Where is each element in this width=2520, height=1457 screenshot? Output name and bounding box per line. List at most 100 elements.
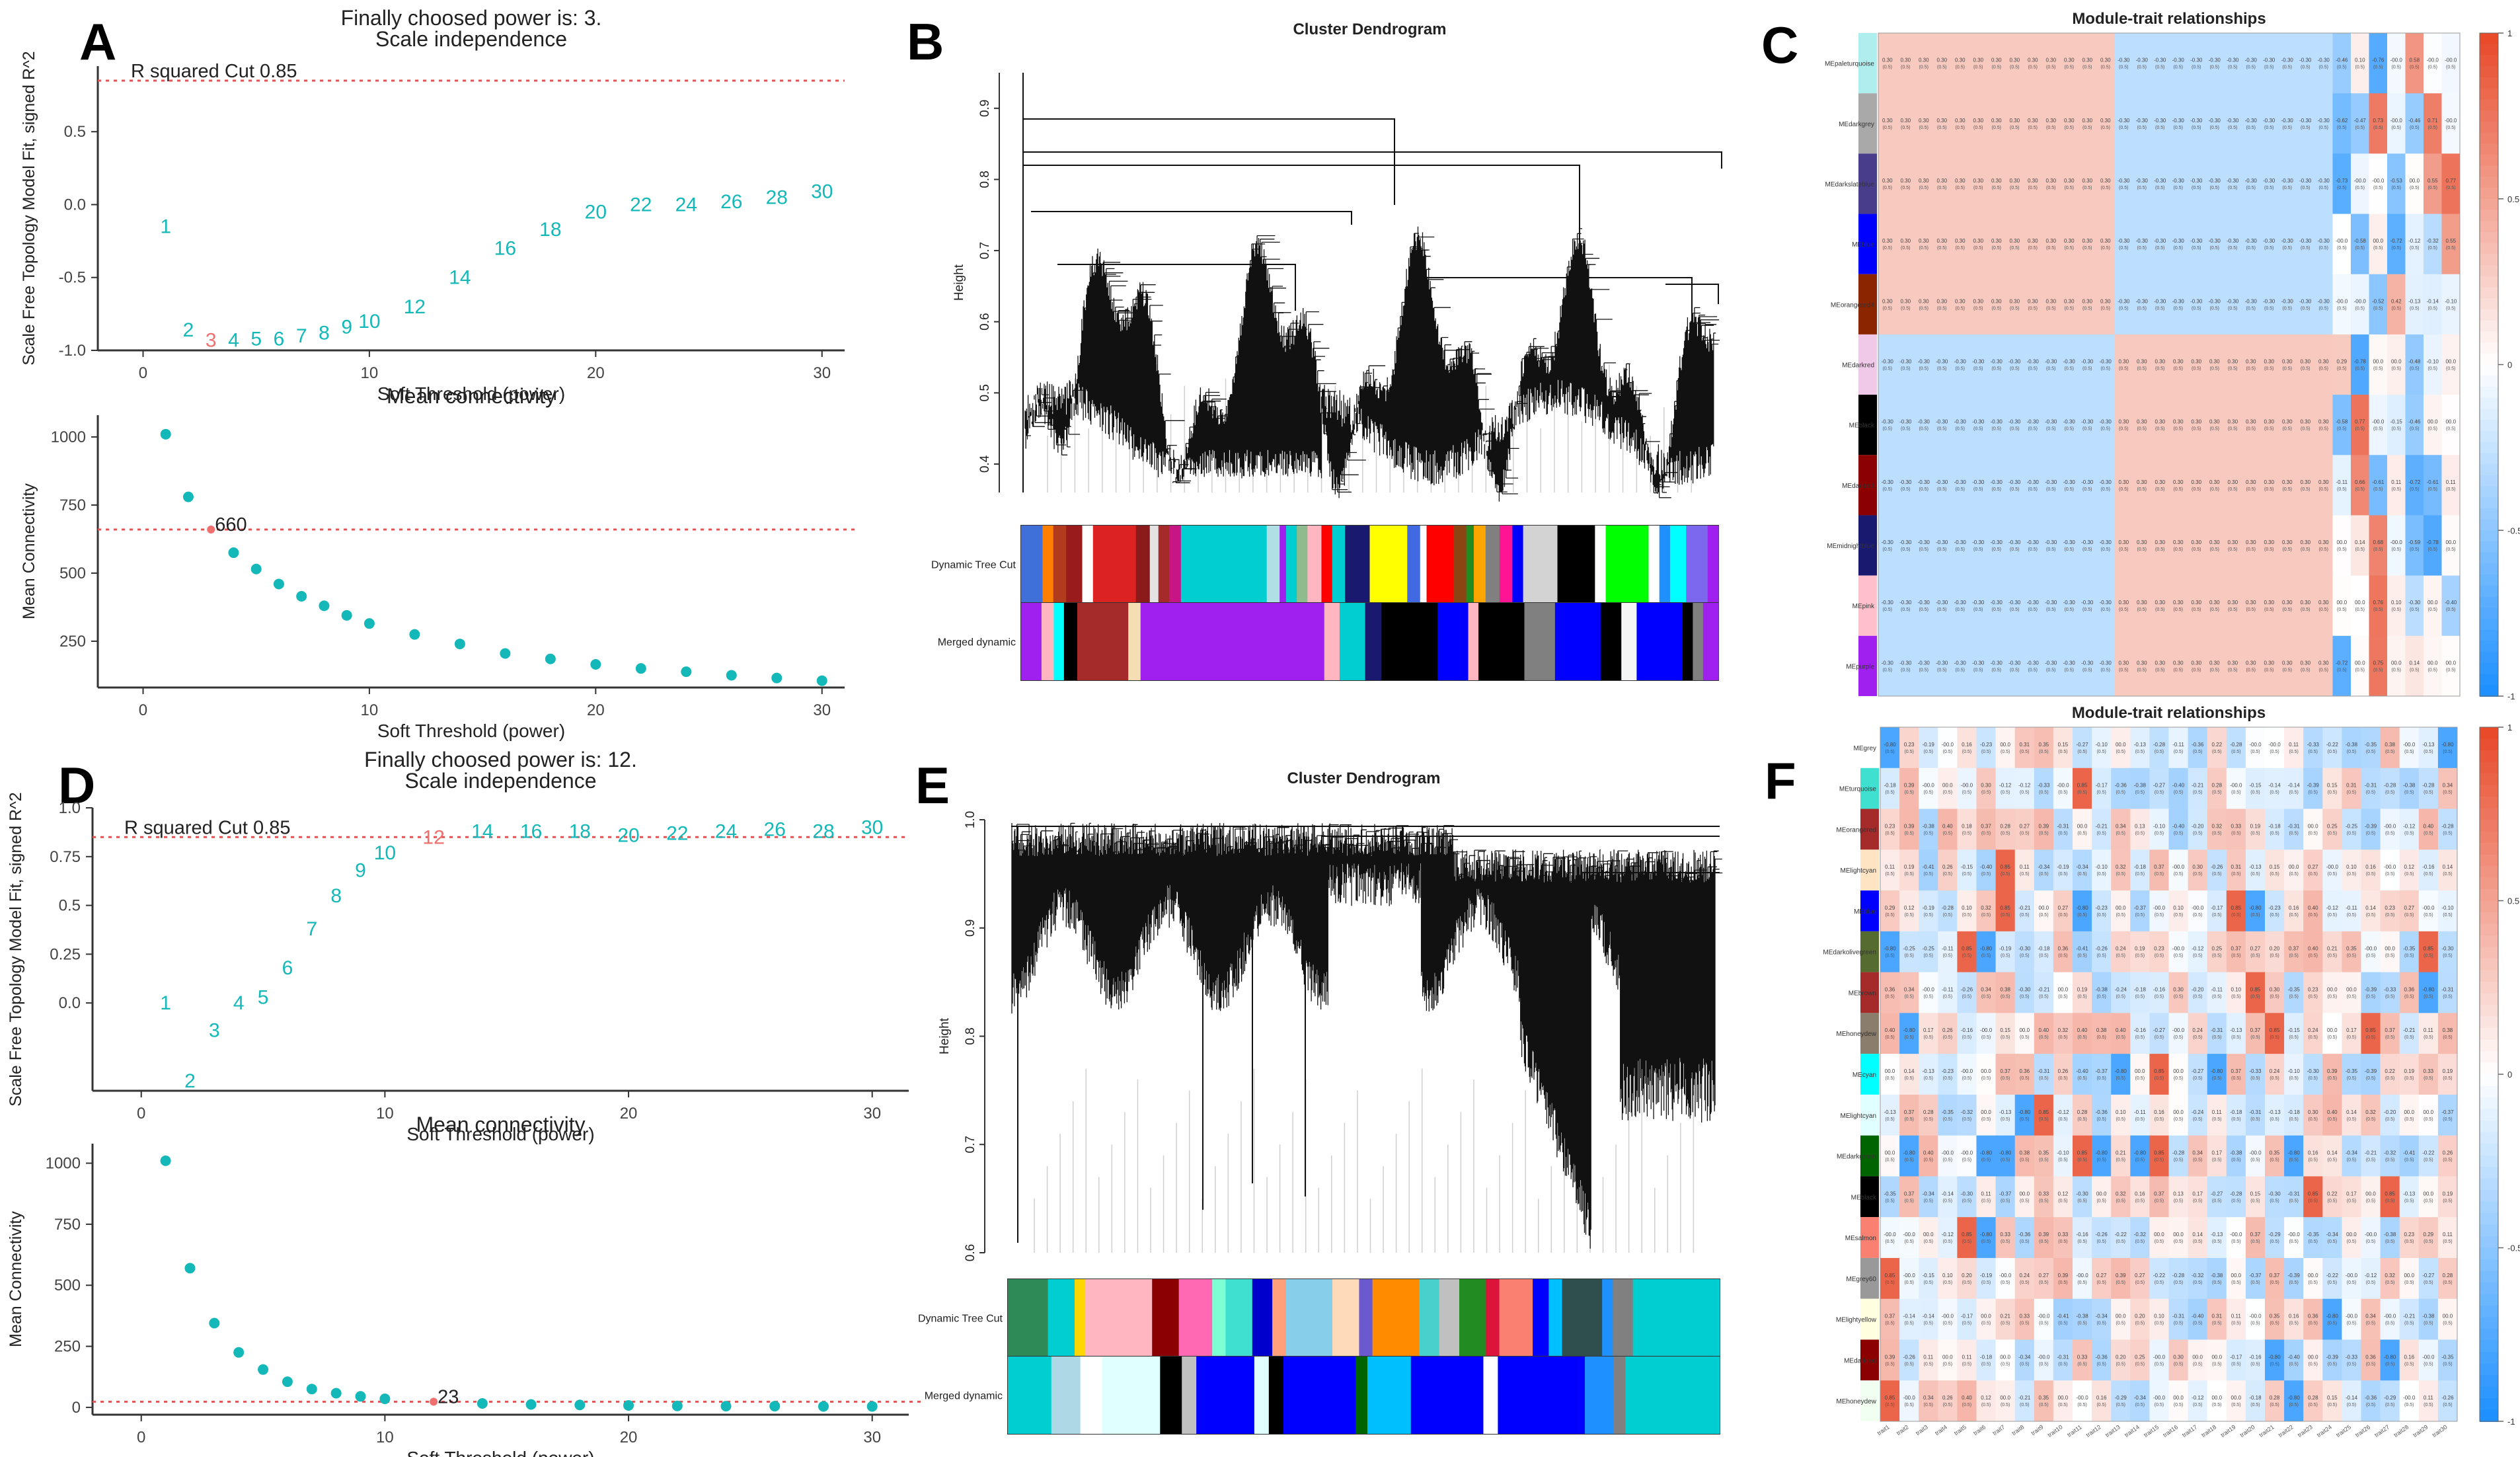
cell-value: -00.0 <box>2288 1232 2301 1238</box>
heatmap-cell <box>2424 515 2442 576</box>
cell-pvalue: (0.5) <box>1981 913 1991 918</box>
cell-pvalue: (0.5) <box>2046 126 2055 130</box>
cell-pvalue: (0.5) <box>2373 427 2383 432</box>
heatmap-cell <box>1938 1257 1958 1300</box>
cell-value: 0.37 <box>1904 1109 1915 1115</box>
legend-gradient-step <box>2480 982 2498 994</box>
cell-pvalue: (0.5) <box>1885 831 1894 836</box>
cell-pvalue: (0.5) <box>2101 487 2110 492</box>
module-color-segment <box>1092 526 1137 603</box>
heatmap-cell <box>2169 93 2188 154</box>
cell-pvalue: (0.5) <box>2250 1076 2260 1081</box>
heatmap-cell <box>2322 1176 2342 1218</box>
cell-pvalue: (0.5) <box>2020 1199 2029 1203</box>
module-label: MEpink <box>1852 603 1875 610</box>
heatmap-cell <box>1896 334 1915 395</box>
cell-value: 0.30 <box>1882 298 1893 304</box>
cell-pvalue: (0.5) <box>2046 65 2055 70</box>
legend-gradient-step <box>2480 342 2498 354</box>
cell-pvalue: (0.5) <box>2028 306 2038 311</box>
cell-pvalue: (0.5) <box>1943 913 1952 918</box>
heatmap-cell <box>2369 455 2388 516</box>
cell-pvalue: (0.5) <box>1973 427 1983 432</box>
cell-pvalue: (0.5) <box>2077 1199 2086 1203</box>
heatmap-cell <box>2361 1094 2381 1136</box>
heatmap-cell <box>1976 727 1997 769</box>
module-color-segment <box>1372 1279 1420 1357</box>
cell-value: 0.35 <box>2270 1150 2280 1156</box>
cell-pvalue: (0.5) <box>2283 126 2292 130</box>
heatmap-cell <box>1919 1257 1938 1300</box>
cell-value: -00.0 <box>2076 1395 2088 1401</box>
heatmap-cell <box>2405 635 2424 697</box>
cell-value: -0.80 <box>1903 1150 1916 1156</box>
power-label: 3 <box>206 330 217 352</box>
cell-value: -00.0 <box>2384 1314 2396 1319</box>
cell-pvalue: (0.5) <box>2135 1158 2145 1163</box>
cell-pvalue: (0.5) <box>2424 1240 2433 1244</box>
chart-title: Mean connectivity <box>416 1113 585 1136</box>
cell-pvalue: (0.5) <box>2155 487 2164 492</box>
cell-value: -0.30 <box>1899 359 1912 365</box>
heatmap-cell <box>2092 727 2112 769</box>
cell-pvalue: (0.5) <box>1962 1240 1971 1244</box>
y-axis-title: Scale Free Topology Model Fit, signed R^… <box>20 51 38 365</box>
cell-pvalue: (0.5) <box>2192 547 2201 552</box>
cell-value: -0.80 <box>2076 905 2088 911</box>
heatmap-cell <box>2114 153 2133 215</box>
heatmap-cell <box>2130 972 2150 1013</box>
cell-pvalue: (0.5) <box>2058 1117 2067 1122</box>
cell-pvalue: (0.5) <box>2020 831 2029 836</box>
x-tick-label: 0 <box>137 1105 145 1122</box>
heatmap-cell <box>2149 808 2169 850</box>
cell-value: 0.27 <box>2308 864 2318 870</box>
cell-value: 0.37 <box>2250 1027 2261 1033</box>
cell-value: -0.30 <box>2136 58 2149 63</box>
cell-value: -0.30 <box>1918 660 1930 666</box>
cell-value: -00.0 <box>2354 178 2367 184</box>
heatmap-cell <box>2424 334 2442 395</box>
cell-value: -0.12 <box>2057 1109 2069 1115</box>
cell-value: 0.30 <box>2227 479 2238 485</box>
cell-value: -0.38 <box>2076 1314 2088 1319</box>
cell-value: 0.30 <box>2246 660 2256 666</box>
heatmap-cell <box>2303 890 2323 932</box>
heatmap-cell <box>2096 575 2115 637</box>
cell-pvalue: (0.5) <box>2309 994 2318 999</box>
heatmap-cell <box>2322 1135 2342 1177</box>
x-tick-label: 30 <box>813 364 831 382</box>
power-label: 4 <box>233 992 245 1014</box>
module-color-segment <box>1512 526 1524 603</box>
cell-value: 0.30 <box>2155 359 2165 365</box>
cell-value: -0.18 <box>2038 946 2050 952</box>
heatmap-cell <box>2418 808 2439 850</box>
cell-value: -0.80 <box>2384 1354 2396 1360</box>
heatmap-cell <box>2260 274 2279 335</box>
module-color-swatch <box>1858 515 1877 576</box>
cell-pvalue: (0.5) <box>2001 872 2010 877</box>
heatmap-cell <box>2005 455 2024 516</box>
heatmap-cell <box>2149 1298 2169 1340</box>
power-label: 9 <box>355 859 366 881</box>
power-label: 20 <box>617 824 639 846</box>
cell-pvalue: (0.5) <box>2135 750 2145 754</box>
cell-value: 00.0 <box>1981 1314 1991 1319</box>
cell-value: -0.72 <box>2336 660 2348 666</box>
cell-value: -0.30 <box>2154 238 2166 244</box>
heatmap-cell <box>2441 455 2461 516</box>
power-label: 18 <box>539 219 561 241</box>
cell-value: -0.14 <box>1942 1191 1954 1197</box>
heatmap-cell <box>2418 1339 2439 1381</box>
cell-value: -0.35 <box>2365 742 2377 748</box>
cell-value: -0.30 <box>1954 479 1967 485</box>
cell-value: -0.30 <box>2063 539 2076 545</box>
module-color-segment <box>1485 526 1500 603</box>
cell-value: -0.29 <box>2115 1395 2127 1401</box>
cell-pvalue: (0.5) <box>1904 1158 1913 1163</box>
y-tick-label: 0.8 <box>978 171 992 188</box>
cell-value: -0.15 <box>2390 419 2403 425</box>
heatmap-cell <box>2188 1176 2208 1218</box>
cell-pvalue: (0.5) <box>2250 1199 2260 1203</box>
heatmap-cell <box>1919 931 1938 973</box>
legend-gradient-step <box>2480 287 2498 299</box>
